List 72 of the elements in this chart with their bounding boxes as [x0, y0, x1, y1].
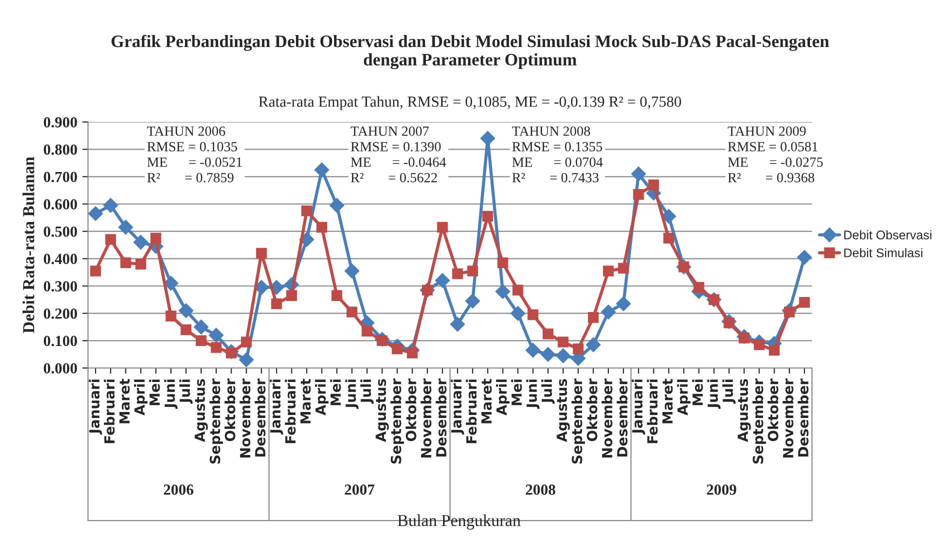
x-tick-label: April [315, 380, 329, 416]
x-tick-label: Januari [88, 380, 102, 434]
text: 2008 [526, 484, 556, 495]
x-tick-label: Juni [707, 380, 721, 409]
x-tick-label: November [420, 378, 432, 458]
x-tick-label: Juni [526, 380, 540, 409]
x-tick-label: Agustus [376, 379, 389, 442]
x-tick-label: Januari [450, 380, 464, 434]
y-tick-label: 0.900 [44, 117, 77, 128]
x-tick-label: Mei [330, 380, 341, 406]
y-tick-label: 0.600 [44, 199, 77, 210]
y-axis-title: Debit Rata-rata Bulanan [22, 156, 34, 334]
x-tick-label: Oktober [406, 378, 416, 442]
x-tick-label: Februari [466, 380, 477, 444]
x-tick-label: Juni [164, 380, 178, 409]
x-axis-title: Bulan Pengukuran [398, 514, 521, 530]
annotation: TAHUN 2007 RMSE = 0.1390 ME = -0.0464 R² = 0.5622 [350, 126, 446, 182]
x-tick-label: November [602, 378, 612, 458]
legend-label: Debit Observasi [844, 230, 932, 240]
x-tick-label: Februari [104, 380, 115, 444]
text: 2006 [164, 484, 194, 495]
x-tick-label: Oktober [224, 378, 236, 442]
x-tick-label: Mei [692, 380, 703, 406]
x-tick-label: April [677, 380, 691, 416]
x-tick-label: Oktober [768, 378, 778, 442]
x-tick-label: Agustus [738, 379, 751, 442]
y-tick-label: 0.300 [44, 281, 77, 292]
x-tick-label: Desember [436, 378, 446, 456]
annotation: TAHUN 2009 RMSE = 0.0581 ME = -0.0275 R² = 0.9368 [728, 126, 823, 182]
y-tick-label: 0.500 [44, 226, 77, 237]
x-tick-label: Maret [300, 378, 311, 424]
y-tick-label: 0.000 [44, 363, 77, 374]
x-tick-label: Juli [541, 380, 555, 404]
x-tick-label: November [240, 378, 250, 458]
y-tick-label: 0.200 [44, 308, 77, 319]
y-tick-label: 0.100 [44, 336, 77, 346]
x-tick-label: Maret [662, 378, 673, 424]
x-tick-label: September [390, 378, 404, 464]
x-tick-label: Juli [360, 380, 374, 404]
legend-label: Debit Simulasi [844, 248, 922, 258]
x-tick-label: Desember [616, 378, 628, 456]
x-tick-label: Juni [345, 380, 359, 409]
x-tick-label: September [571, 378, 585, 464]
y-tick-label: 0.400 [44, 254, 77, 264]
x-tick-label: Agustus [556, 379, 570, 442]
chart-title: Grafik Perbandingan Debit Observasi dan Debit Model Simulasi Mock Sub-DAS Pacal-Sengaten dengan Parameter Optimum [112, 34, 830, 70]
text: 2007 [344, 484, 374, 495]
x-tick-label: September [209, 378, 223, 464]
x-tick-label: Desember [798, 378, 808, 456]
x-tick-label: Maret [119, 378, 130, 424]
x-tick-label: Februari [646, 380, 658, 444]
x-tick-label: Juli [179, 380, 193, 404]
annotation: TAHUN 2006 RMSE = 0.1035 ME = -0.0521 R² = 0.7859 [147, 126, 242, 182]
x-tick-label: Maret [481, 378, 492, 424]
x-tick-label: Agustus [194, 379, 208, 442]
text: 2009 [706, 484, 736, 495]
y-tick-label: 0.800 [44, 144, 77, 155]
chart-subtitle: Rata-rata Empat Tahun, RMSE = 0,1085, ME = -0,0.139 R² = 0,7580 [258, 96, 682, 110]
x-tick-label: Januari [632, 380, 646, 434]
x-tick-label: Oktober [586, 378, 598, 442]
x-tick-label: Februari [284, 380, 296, 444]
x-tick-label: November [782, 378, 794, 458]
annotation: TAHUN 2008 RMSE = 0.1355 ME = 0.0704 R² = 0.7433 [512, 126, 603, 182]
x-tick-label: Januari [270, 380, 284, 434]
y-tick-label: 0.700 [44, 172, 77, 182]
x-tick-label: Mei [149, 380, 160, 406]
x-tick-label: April [496, 380, 510, 416]
x-tick-label: September [752, 378, 766, 464]
x-tick-label: Desember [254, 378, 266, 456]
x-tick-label: Mei [511, 380, 522, 406]
x-tick-label: April [134, 380, 148, 416]
x-tick-label: Juli [722, 380, 736, 404]
